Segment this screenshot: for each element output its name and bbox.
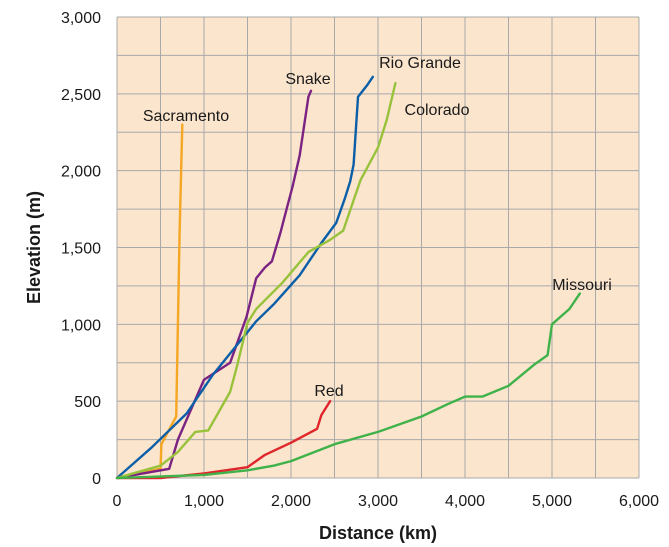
series-label-rio-grande: Rio Grande — [379, 55, 461, 72]
series-line-rio-grande — [115, 75, 374, 480]
series-label-colorado: Colorado — [405, 102, 470, 119]
series-labels: Sacramento Snake Rio Grande Colorado Red Miss… — [143, 55, 612, 400]
series-line-missouri — [115, 292, 581, 480]
x-tick-labels: 0 1,000 2,000 3,000 4,000 5,000 6,000 — [113, 493, 660, 510]
x-tick-label: 0 — [113, 493, 122, 510]
x-tick-label: 4,000 — [445, 493, 485, 510]
x-tick-label: 3,000 — [358, 493, 398, 510]
y-tick-label: 1,500 — [61, 241, 101, 258]
grid-lines — [116, 16, 640, 479]
x-tick-label: 2,000 — [271, 493, 311, 510]
x-axis-title: Distance (km) — [319, 523, 437, 543]
x-tick-label: 1,000 — [184, 493, 224, 510]
series-label-red: Red — [314, 383, 343, 400]
y-tick-labels: 0 500 1,000 1,500 2,000 2,500 3,000 — [61, 10, 101, 488]
series-line-snake — [115, 89, 313, 480]
series-label-snake: Snake — [285, 71, 330, 88]
y-tick-label: 2,000 — [61, 164, 101, 181]
y-tick-label: 3,000 — [61, 10, 101, 27]
y-tick-label: 500 — [74, 394, 101, 411]
y-tick-label: 1,000 — [61, 317, 101, 334]
series-line-colorado — [115, 81, 397, 480]
x-tick-label: 5,000 — [532, 493, 572, 510]
y-tick-label: 0 — [92, 471, 101, 488]
series-label-sacramento: Sacramento — [143, 108, 229, 125]
x-tick-label: 6,000 — [619, 493, 659, 510]
series-lines — [115, 75, 581, 480]
y-axis-title: Elevation (m) — [24, 191, 44, 304]
series-label-missouri: Missouri — [552, 277, 612, 294]
y-tick-label: 2,500 — [61, 87, 101, 104]
